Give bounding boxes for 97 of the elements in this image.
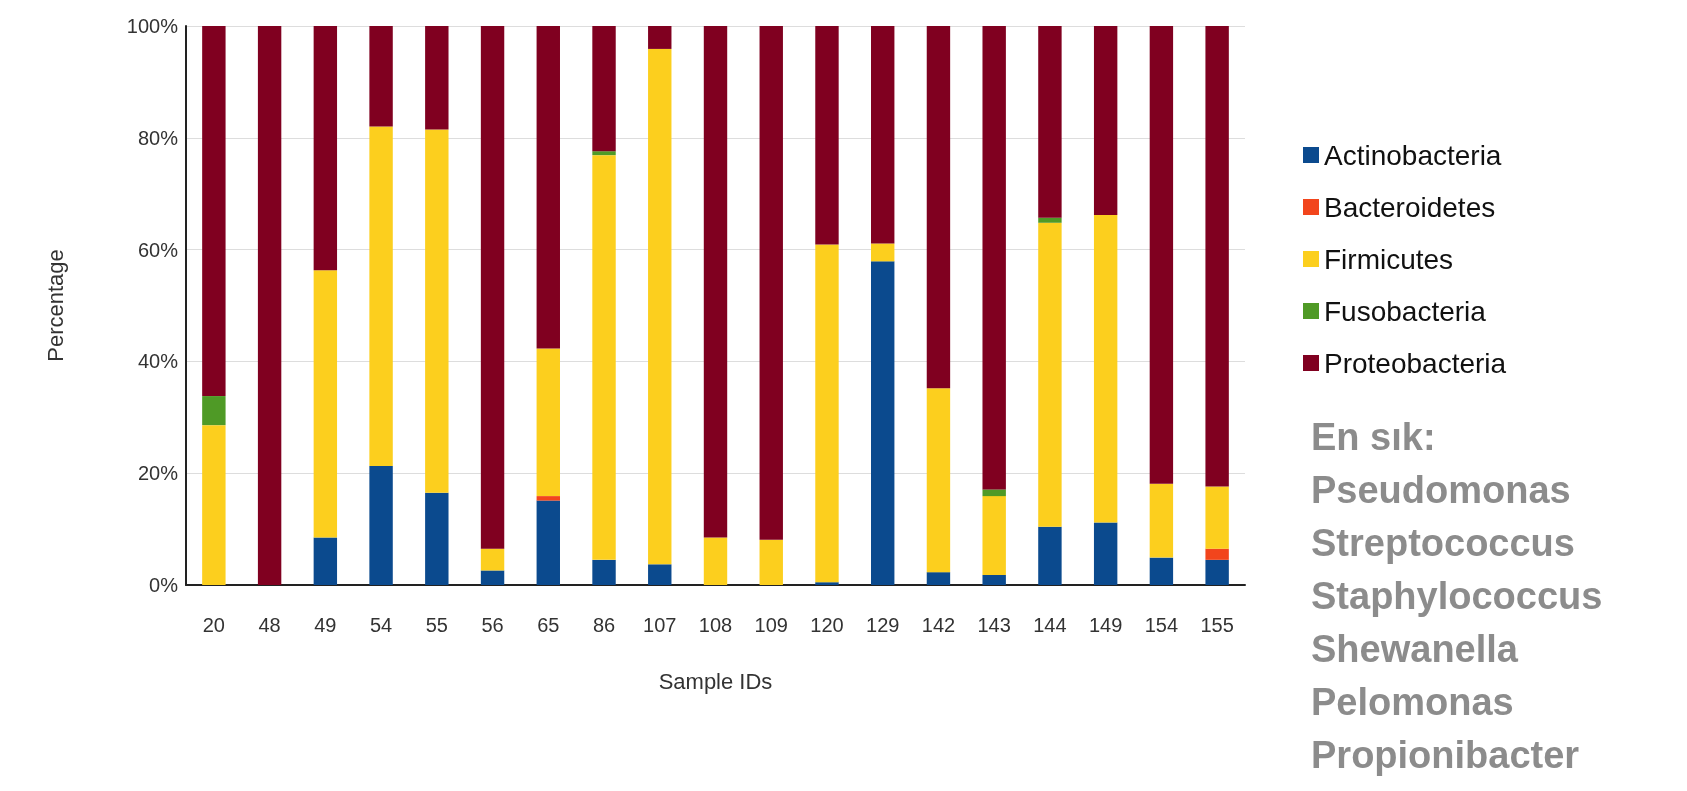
bar: [759, 539, 783, 585]
x-tick-label: 143: [977, 614, 1011, 636]
bar: [536, 348, 560, 497]
legend-label: Bacteroidetes: [1324, 191, 1496, 223]
text: Staphylococcus: [1311, 575, 1603, 617]
x-tick-label: 65: [537, 614, 560, 636]
bar: [1093, 214, 1118, 523]
bar: [871, 261, 895, 585]
x-tick-label: 86: [592, 614, 616, 636]
x-axis-title: Sample IDs: [658, 668, 773, 694]
bar: [536, 26, 560, 349]
bar: [648, 48, 672, 565]
bar: [1149, 483, 1174, 558]
bar: [1038, 222, 1062, 527]
bar: [480, 26, 505, 549]
bar: [369, 465, 393, 585]
bar: [480, 548, 505, 571]
bar: [759, 26, 783, 540]
bar: [536, 500, 560, 585]
bar: [982, 489, 1006, 497]
bar: [369, 26, 393, 127]
legend-label: Proteobacteria: [1324, 347, 1507, 379]
bar: [1205, 548, 1229, 560]
y-axis-title: Percentage: [42, 249, 68, 362]
legend-label: Actinobacteria: [1324, 139, 1502, 171]
legend-label: Firmicutes: [1324, 243, 1454, 275]
bar: [1093, 522, 1118, 585]
bar: [313, 26, 338, 271]
bar: [1038, 526, 1062, 585]
text: Streptococcus: [1311, 522, 1575, 564]
bar: [926, 572, 951, 585]
bar: [648, 26, 672, 49]
bar: [425, 26, 449, 130]
bar: [425, 129, 449, 493]
bar: [926, 388, 951, 573]
x-tick-label: 155: [1200, 614, 1234, 636]
x-tick-label: 54: [369, 614, 393, 636]
bar: [592, 26, 616, 152]
bar: [536, 496, 560, 501]
bar: [592, 151, 616, 156]
y-tick-label: 100%: [126, 15, 179, 37]
bar: [871, 26, 895, 244]
bar: [926, 26, 951, 389]
y-tick-label: 60%: [137, 238, 179, 261]
x-tick-label: 109: [754, 614, 788, 636]
x-tick-label: 129: [866, 614, 900, 636]
bar: [1205, 559, 1229, 585]
bar: [1205, 26, 1229, 487]
bar: [1149, 26, 1174, 484]
x-tick-label: 142: [921, 614, 956, 636]
legend-label: Fusobacteria: [1324, 295, 1487, 327]
bar: [703, 537, 728, 585]
text: Propionibacter: [1311, 734, 1580, 776]
bar: [815, 244, 839, 583]
bar: [1149, 557, 1174, 585]
y-tick-label: 40%: [137, 350, 179, 373]
bar: [1038, 217, 1062, 223]
x-tick-label: 56: [481, 614, 504, 636]
bar: [425, 492, 449, 585]
bar: [982, 26, 1006, 490]
bar: [592, 155, 616, 560]
x-tick-label: 49: [314, 614, 337, 636]
bar: [871, 243, 895, 262]
x-tick-label: 149: [1088, 614, 1123, 636]
text: Shewanella: [1311, 628, 1519, 670]
x-tick-label: 154: [1144, 614, 1179, 636]
y-tick-label: 20%: [137, 462, 179, 485]
bar: [703, 26, 728, 538]
bar: [257, 26, 282, 585]
x-tick-label: 144: [1033, 614, 1067, 636]
bar: [592, 559, 616, 585]
y-tick-label: 0%: [149, 574, 179, 596]
bar: [982, 574, 1006, 585]
x-tick-label: 107: [643, 614, 677, 636]
bar: [369, 126, 393, 466]
bar: [313, 537, 338, 585]
bar: [202, 425, 226, 585]
x-tick-label: 20: [202, 614, 225, 636]
x-tick-label: 55: [425, 614, 448, 636]
bar: [815, 26, 839, 245]
x-tick-label: 120: [810, 614, 844, 636]
bar: [313, 270, 338, 538]
bar: [982, 496, 1006, 575]
bar: [202, 396, 226, 426]
bar: [1093, 26, 1118, 215]
text: En sık:: [1311, 416, 1436, 458]
bar: [815, 582, 839, 585]
bar: [480, 570, 505, 585]
y-tick-label: 80%: [137, 126, 179, 149]
x-tick-label: 48: [258, 614, 281, 636]
text: Pelomonas: [1311, 681, 1514, 723]
bar: [1038, 26, 1062, 218]
bar: [202, 26, 226, 397]
text: Pseudomonas: [1311, 469, 1571, 511]
x-tick-label: 108: [698, 614, 733, 636]
bar: [648, 564, 672, 585]
bar: [1205, 486, 1229, 549]
